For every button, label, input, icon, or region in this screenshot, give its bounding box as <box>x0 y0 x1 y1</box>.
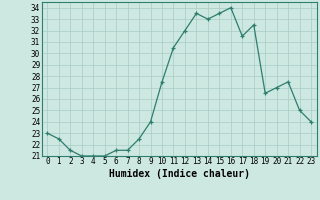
X-axis label: Humidex (Indice chaleur): Humidex (Indice chaleur) <box>109 169 250 179</box>
